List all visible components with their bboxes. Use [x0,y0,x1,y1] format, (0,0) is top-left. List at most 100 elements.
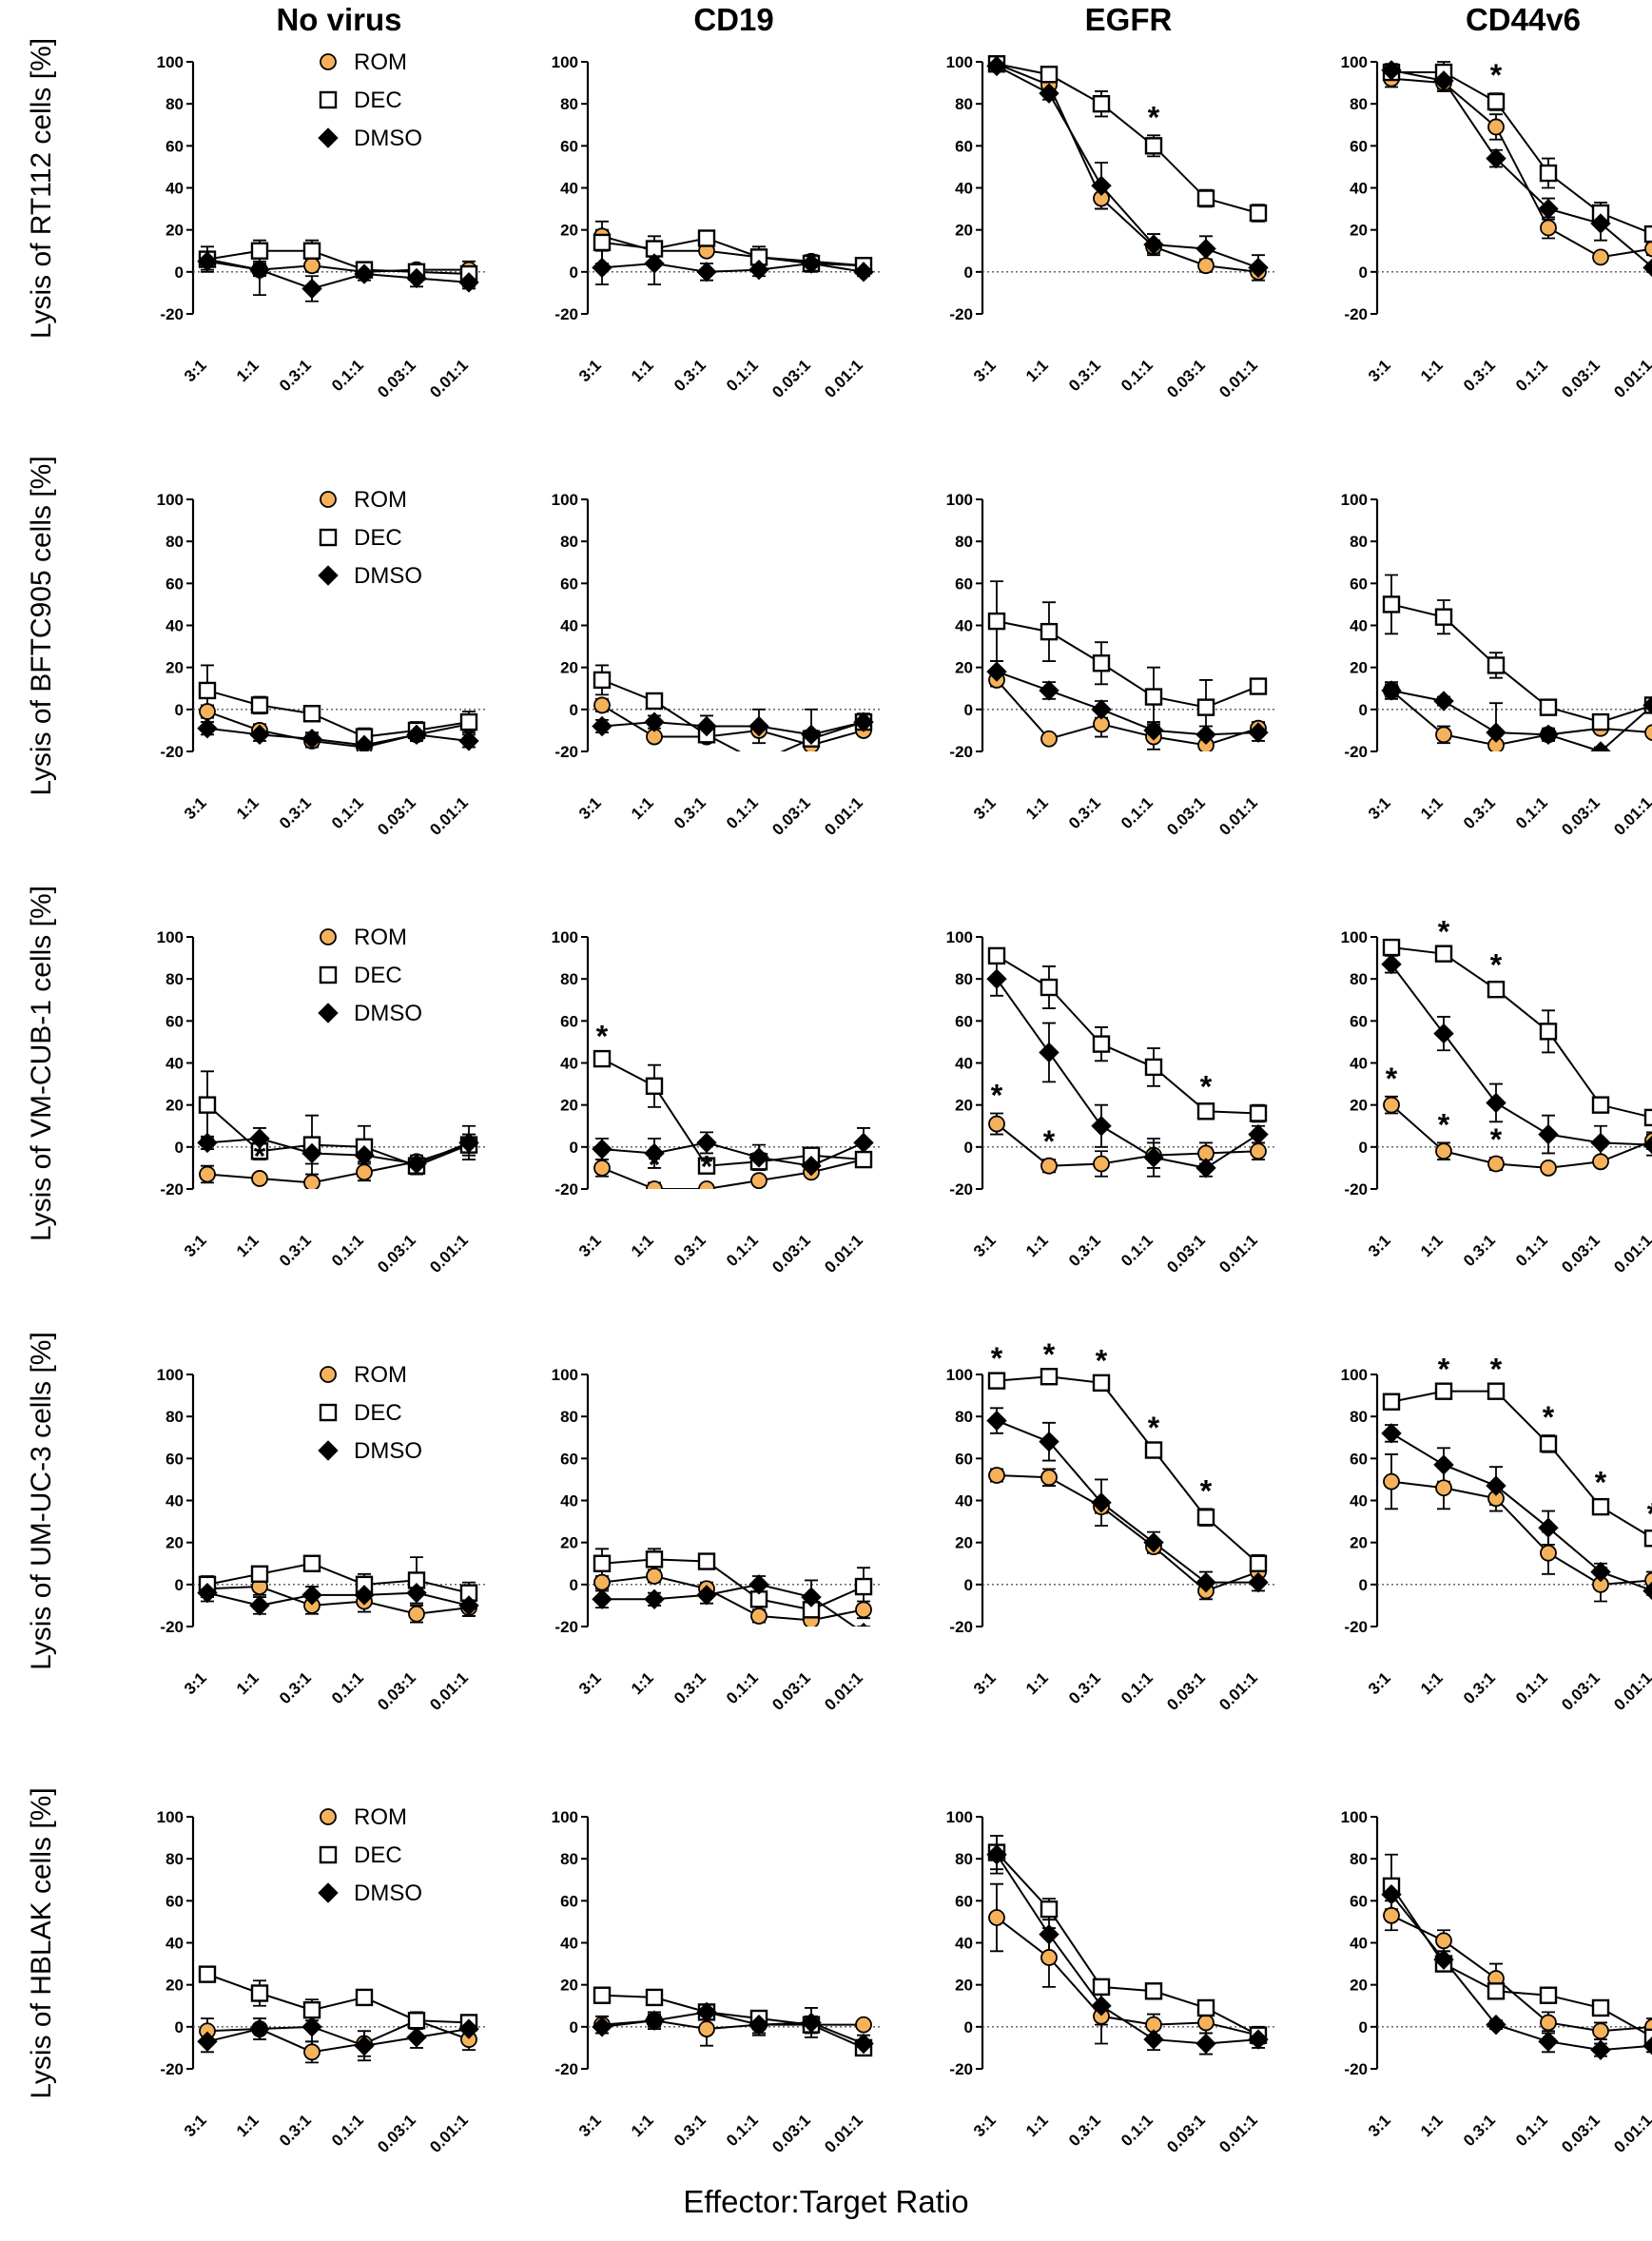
data-point-dmso [354,734,375,751]
legend-marker-dmso [318,127,339,148]
data-point-dmso [1381,60,1402,81]
y-tick-label: 80 [955,1408,973,1426]
y-tick-label: 60 [165,575,184,593]
y-tick-label: 40 [165,1935,184,1953]
y-tick-label: 0 [1359,1139,1368,1157]
data-point-rom [1040,1949,1058,1966]
series-line-rom [996,1122,1259,1167]
y-tick-label: 40 [165,180,184,198]
data-point-rom [1383,1472,1400,1491]
data-point-dec [1539,1023,1558,1041]
series-line-dmso [996,65,1259,269]
data-point-dmso [1590,1561,1611,1583]
x-tick-label: 0.01:1 [1610,2111,1652,2156]
data-point-dec [1040,622,1059,641]
data-point-dmso [1538,2031,1559,2052]
x-tick-label: 0.01:1 [426,2111,472,2156]
data-point-rom [646,1180,663,1189]
y-tick-label: 80 [165,1408,184,1426]
y-tick-label: 20 [560,1977,578,1995]
data-point-dmso [1642,1581,1652,1601]
data-point-dec [1539,164,1558,183]
panel-r1-c2: 100 80 60 40 20 0 -20 3:1 1:1 0.3:1 0.1:1 0.03:1 0.0… [552,53,880,401]
data-point-dec [1539,1986,1558,2004]
y-tick-label: 20 [955,1977,973,1995]
y-tick-label: 60 [1350,1012,1368,1030]
x-tick-label: 0.1:1 [723,356,762,395]
data-point-dmso [354,263,375,284]
series-line-rom [601,1159,865,1189]
y-tick-label: 20 [560,222,578,240]
y-tick-label: 0 [570,701,578,719]
y-tick-label: 100 [157,491,184,509]
x-tick-label: 3:1 [970,793,1000,823]
y-tick-label: -20 [160,1618,184,1636]
series-line-rom [601,235,865,267]
data-point-dec [1144,1441,1163,1459]
data-point-dmso [644,1588,665,1609]
y-tick-label: -20 [554,1180,578,1198]
data-point-dmso [1195,1571,1216,1593]
x-tick-label: 3:1 [1365,1231,1394,1260]
series-line-dec [1390,1390,1652,1539]
y-tick-label: 20 [1350,222,1368,240]
y-tick-label: 20 [165,1977,184,1995]
data-point-dec [1092,1374,1111,1393]
y-tick-label: 40 [955,1055,973,1073]
data-point-dmso [1195,1158,1216,1179]
data-point-dmso [1248,722,1269,743]
y-tick-label: 60 [1350,575,1368,593]
series-line-dmso [996,1419,1258,1584]
y-tick-label: 40 [560,180,578,198]
data-point-dec [1249,204,1268,223]
data-point-dmso [1642,258,1652,278]
data-point-dec [1487,92,1506,111]
x-tick-label: 0.03:1 [374,1668,419,1714]
data-point-rom [593,696,611,714]
x-tick-label: 0.01:1 [821,2111,866,2156]
series-line-dmso [1390,964,1652,1146]
y-tick-label: -20 [160,1180,184,1198]
series-line-dec [206,1562,470,1594]
panel-r5-c1: 100 80 60 40 20 0 -20 3:1 1:1 0.3:1 0.1:1 0.03:1 0.0… [157,1804,485,2156]
data-point-dmso [1091,1492,1112,1513]
series-line-dec [996,620,1259,709]
x-tick-label: 0.03:1 [1163,2111,1209,2156]
data-point-dec [355,1988,374,2007]
data-point-dmso [1590,2039,1611,2060]
significance-star: * [1490,1122,1503,1157]
data-point-rom [698,2020,715,2037]
y-tick-label: 60 [1350,137,1368,155]
data-point-dmso [1248,1571,1269,1593]
y-tick-label: 80 [955,95,973,113]
data-point-dmso [458,272,479,293]
data-point-rom [1383,1096,1400,1114]
panel-r4-c4: 100 80 60 40 20 0 -20 3:1 1:1 0.3:1 0.1:1 0.03:1 0.0… [1341,1352,1652,1714]
y-tick-label: 60 [560,1012,578,1030]
y-tick-label: -20 [160,2060,184,2078]
significance-star: * [1148,100,1160,134]
x-tick-label: 1:1 [233,1668,262,1698]
data-point-dmso [1381,680,1402,701]
legend-label-dec: DEC [354,1842,402,1868]
data-point-dmso [1248,1123,1269,1145]
data-point-dec [198,681,217,700]
data-point-dec [1539,1434,1558,1453]
data-point-dmso [1381,954,1402,975]
data-point-rom [1435,1479,1452,1497]
x-tick-label: 0.1:1 [328,1668,367,1707]
data-point-dmso [592,715,612,737]
x-tick-label: 0.3:1 [276,1231,315,1270]
y-tick-label: 100 [1341,1366,1368,1384]
data-point-dmso [1381,1884,1402,1905]
series-line-rom [601,1574,865,1622]
data-point-dec [250,242,269,260]
data-point-dmso [592,257,612,279]
data-point-dmso [986,1410,1007,1432]
x-tick-label: 0.3:1 [276,356,315,395]
y-tick-label: 80 [1350,1408,1368,1426]
y-tick-label: 80 [165,95,184,113]
data-point-dmso [1143,2029,1164,2050]
data-point-dmso [1538,1517,1559,1538]
data-point-dmso [748,259,769,281]
